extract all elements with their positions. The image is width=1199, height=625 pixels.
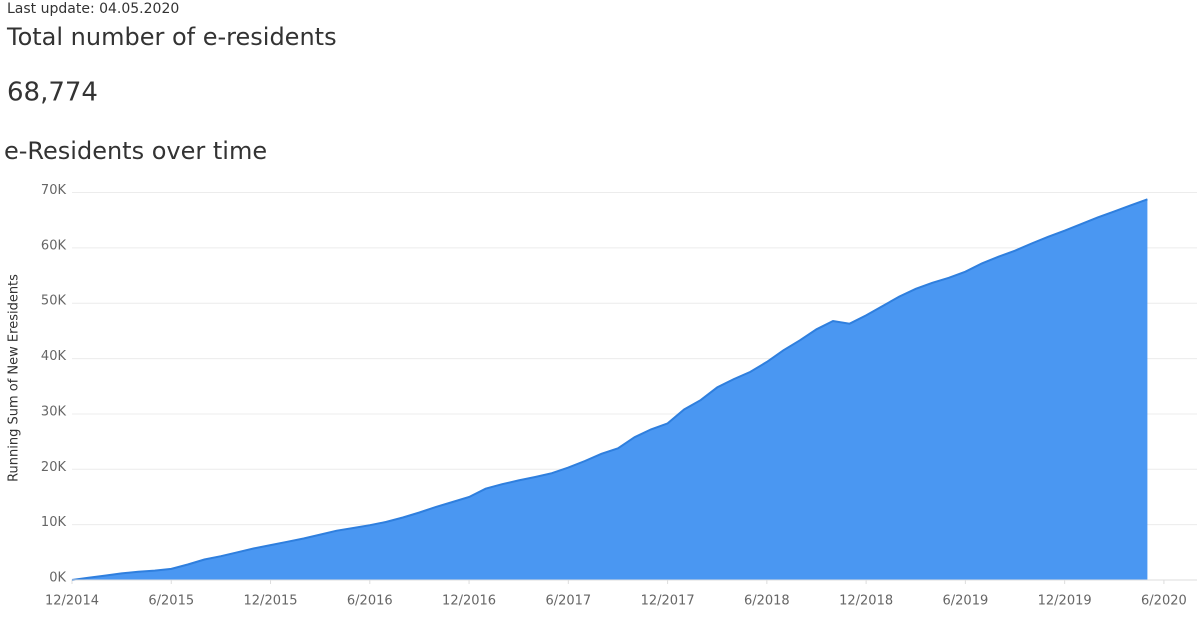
x-tick-label: 6/2017 — [545, 594, 591, 609]
y-axis-label: Running Sum of New Eresidents — [7, 274, 22, 482]
x-tick-label: 6/2015 — [148, 594, 194, 609]
area-line — [71, 198, 1148, 581]
y-tick-label: 60K — [41, 238, 67, 253]
y-tick-label: 70K — [41, 183, 67, 198]
x-tick-label: 6/2018 — [744, 594, 790, 609]
y-tick-label: 50K — [41, 294, 67, 309]
x-tick-label: 12/2019 — [1038, 594, 1092, 609]
last-update: Last update: 04.05.2020 — [7, 1, 179, 17]
y-tick-label: 30K — [41, 404, 67, 419]
y-tick-label: 20K — [41, 460, 67, 475]
x-tick-label: 6/2019 — [943, 594, 989, 609]
total-title: Total number of e-residents — [6, 23, 337, 51]
chart-title: e-Residents over time — [4, 137, 267, 165]
y-tick-label: 0K — [49, 571, 66, 586]
x-tick-label: 6/2020 — [1141, 594, 1187, 609]
area — [72, 199, 1148, 581]
y-tick-label: 10K — [41, 515, 67, 530]
x-tick-label: 12/2014 — [45, 594, 99, 609]
y-tick-label: 40K — [41, 349, 67, 364]
x-tick-label: 6/2016 — [347, 594, 393, 609]
x-tick-label: 12/2015 — [244, 594, 298, 609]
x-tick-label: 12/2016 — [442, 594, 496, 609]
x-tick-label: 12/2018 — [839, 594, 893, 609]
x-tick-label: 12/2017 — [641, 594, 695, 609]
total-value: 68,774 — [7, 78, 98, 108]
